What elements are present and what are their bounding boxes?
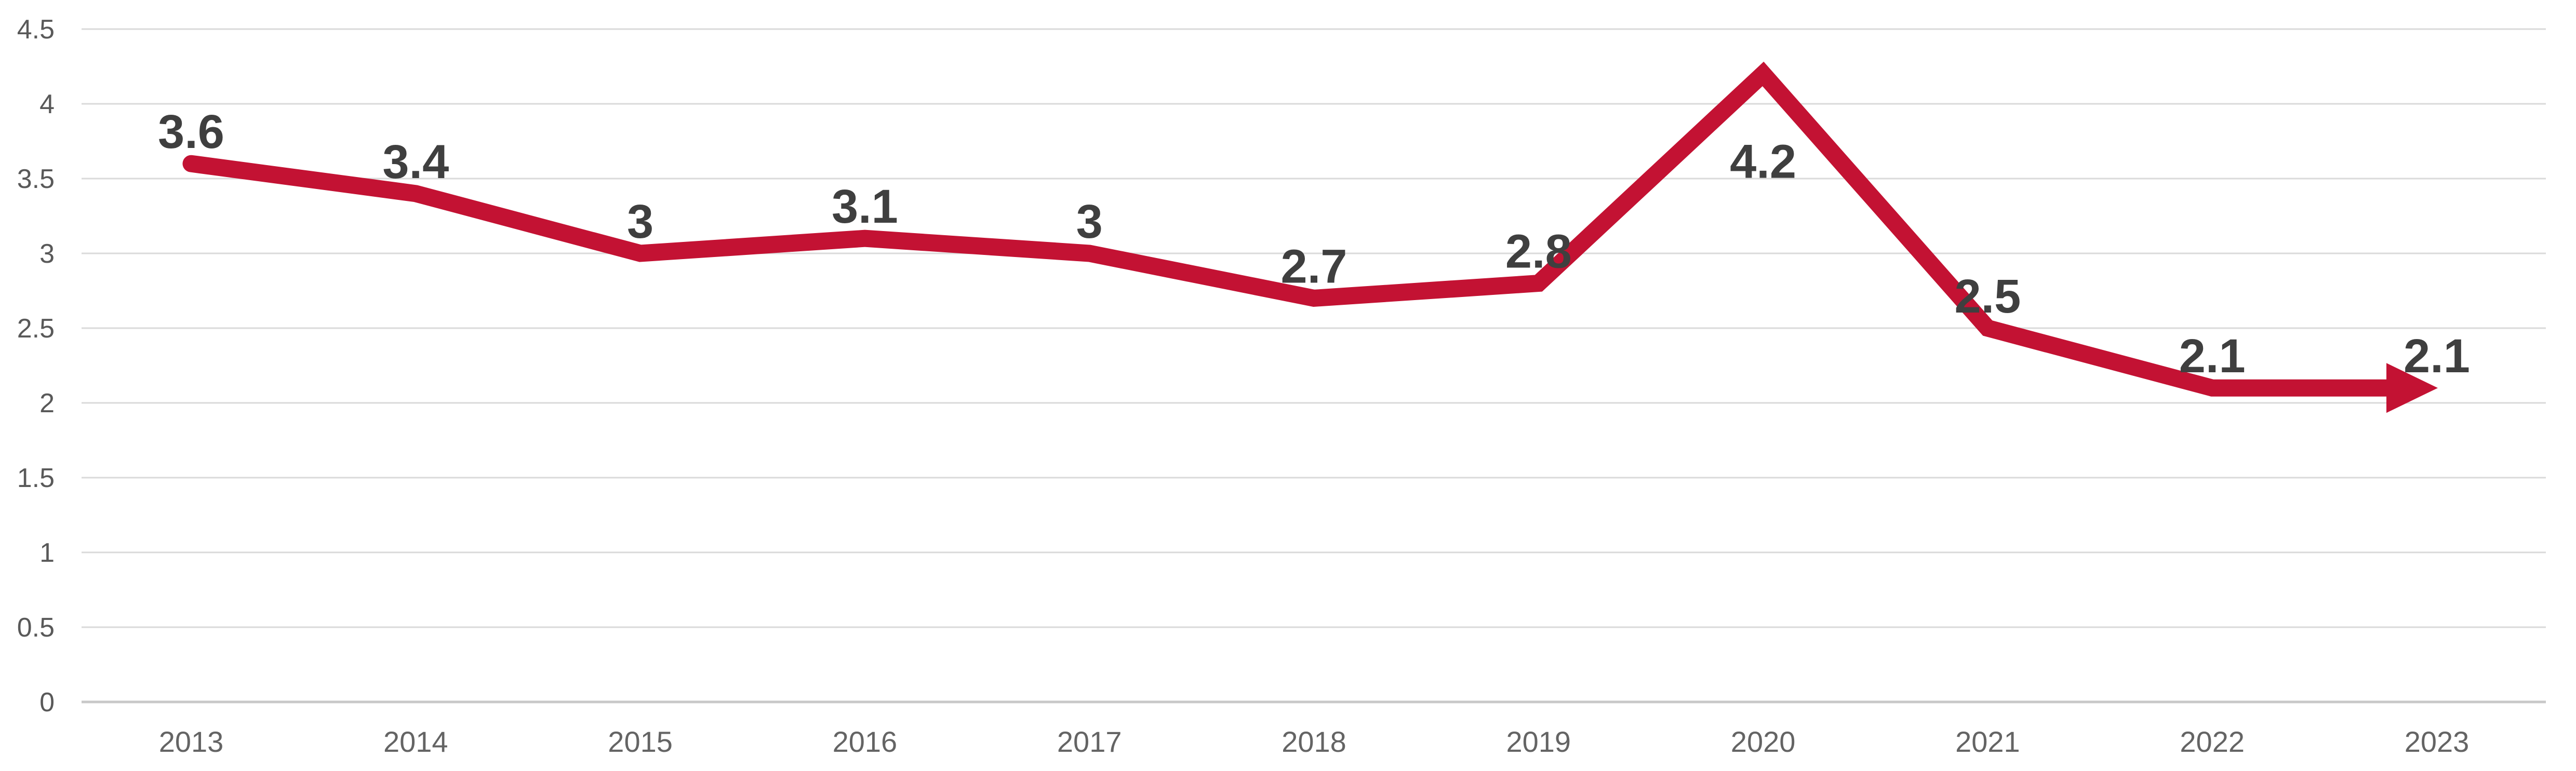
x-axis-label: 2019 bbox=[1506, 725, 1571, 758]
data-label: 2.1 bbox=[2404, 330, 2470, 383]
data-label: 2.7 bbox=[1281, 240, 1347, 293]
data-label: 4.2 bbox=[1730, 135, 1796, 188]
data-label: 3.6 bbox=[158, 105, 224, 158]
x-axis-label: 2014 bbox=[383, 725, 448, 758]
x-axis-label: 2017 bbox=[1057, 725, 1122, 758]
y-tick-label: 2.5 bbox=[17, 314, 55, 344]
data-label: 3.4 bbox=[382, 136, 449, 188]
y-tick-label: 1.5 bbox=[17, 463, 55, 493]
data-label: 2.5 bbox=[1954, 270, 2021, 323]
y-tick-label: 4.5 bbox=[17, 15, 55, 45]
x-axis-label: 2020 bbox=[1731, 725, 1796, 758]
trend-line bbox=[182, 61, 2395, 397]
y-tick-label: 2 bbox=[39, 388, 55, 418]
y-tick-label: 4 bbox=[39, 89, 55, 119]
data-label: 3 bbox=[1076, 195, 1103, 248]
data-label: 3 bbox=[627, 195, 653, 248]
data-label: 2.8 bbox=[1505, 225, 1572, 278]
x-axis-label: 2021 bbox=[1955, 725, 2020, 758]
y-tick-label: 3.5 bbox=[17, 164, 55, 194]
x-axis-label: 2018 bbox=[1282, 725, 1346, 758]
data-label: 3.1 bbox=[832, 180, 898, 233]
data-label: 2.1 bbox=[2179, 330, 2246, 383]
arrowhead-icon bbox=[2386, 363, 2438, 413]
x-axis-label: 2016 bbox=[833, 725, 898, 758]
y-tick-label: 0 bbox=[39, 687, 55, 718]
x-axis-label: 2015 bbox=[608, 725, 673, 758]
x-axis-label: 2013 bbox=[159, 725, 224, 758]
y-tick-label: 3 bbox=[39, 239, 55, 269]
x-axis-label: 2022 bbox=[2180, 725, 2245, 758]
x-axis-label: 2023 bbox=[2405, 725, 2470, 758]
y-tick-label: 0.5 bbox=[17, 613, 55, 643]
y-tick-label: 1 bbox=[39, 538, 55, 568]
